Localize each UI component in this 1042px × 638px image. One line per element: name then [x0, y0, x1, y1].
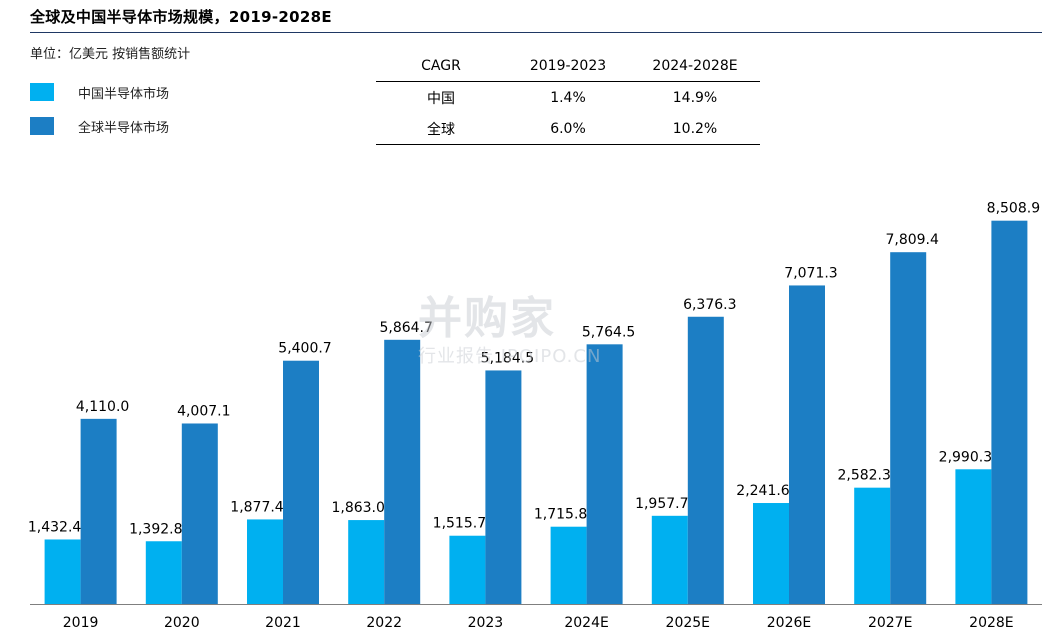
- bar-china-2028E: [955, 469, 992, 604]
- x-tick-label-2024E: 2024E: [564, 615, 608, 631]
- legend-item-global: 全球半导体市场: [30, 116, 169, 136]
- bar-china-2021: [247, 519, 283, 604]
- cagr-cell: 1.4%: [550, 89, 586, 106]
- chart-title: 全球及中国半导体市场规模，2019-2028E: [30, 8, 332, 26]
- cagr-header-period2: 2024-2028E: [652, 57, 738, 74]
- bar-china-2022: [348, 520, 385, 604]
- cagr-row-china: 中国 1.4% 14.9%: [376, 82, 760, 113]
- data-label-china-2019: 1,432.4: [28, 519, 82, 535]
- cagr-cell: 10.2%: [672, 120, 718, 137]
- bar-global-2023: [485, 370, 522, 604]
- data-label-china-2023: 1,515.7: [433, 516, 486, 532]
- data-label-china-2028E: 2,990.3: [939, 449, 992, 465]
- title-divider: [30, 32, 1042, 33]
- bar-global-2020: [181, 423, 218, 604]
- cagr-header-period1: 2019-2023: [529, 57, 607, 74]
- cagr-cell: 6.0%: [550, 120, 586, 137]
- x-tick-label-2019: 2019: [63, 615, 99, 631]
- cagr-row-label: 全球: [427, 121, 455, 138]
- cagr-table-header: CAGR 2019-2023 2024-2028E: [376, 50, 760, 82]
- data-label-global-2024E: 5,764.5: [582, 324, 635, 340]
- data-label-global-2028E: 8,508.9: [987, 201, 1040, 217]
- legend-item-china: 中国半导体市场: [30, 82, 169, 102]
- data-label-china-2025E: 1,957.7: [635, 496, 688, 512]
- bar-global-2024E: [586, 344, 623, 604]
- data-label-global-2026E: 7,071.3: [784, 265, 837, 281]
- x-tick-label-2020: 2020: [164, 615, 200, 631]
- data-label-china-2022: 1,863.0: [331, 500, 384, 516]
- x-tick-label-2023: 2023: [468, 615, 504, 631]
- data-label-china-2024E: 1,715.8: [534, 507, 587, 523]
- legend-label-china: 中国半导体市场: [78, 86, 170, 102]
- x-tick-label-2022: 2022: [366, 615, 402, 631]
- bar-global-2022: [384, 339, 421, 604]
- x-tick-label-2025E: 2025E: [666, 615, 710, 631]
- bar-global-2027E: [890, 252, 927, 604]
- bar-china-2024E: [550, 526, 587, 604]
- data-label-global-2021: 5,400.7: [278, 341, 331, 357]
- data-label-global-2023: 5,184.5: [481, 350, 534, 366]
- bar-china-2023: [449, 535, 486, 604]
- data-label-global-2022: 5,864.7: [379, 320, 432, 336]
- unit-note: 单位：亿美元 按销售额统计: [30, 47, 191, 62]
- legend-swatch-global: [30, 117, 54, 135]
- legend-swatch-china: [30, 83, 54, 101]
- data-label-global-2025E: 6,376.3: [683, 297, 736, 313]
- data-label-global-2027E: 7,809.4: [885, 232, 939, 248]
- data-label-china-2020: 1,392.8: [129, 521, 182, 537]
- bar-china-2020: [145, 541, 182, 604]
- data-label-china-2027E: 2,582.3: [837, 468, 890, 484]
- x-tick-label-2026E: 2026E: [767, 615, 811, 631]
- bar-global-2025E: [687, 316, 724, 604]
- bar-global-2026E: [789, 285, 825, 604]
- bar-china-2019: [44, 539, 81, 604]
- cagr-row-label: 中国: [427, 90, 455, 107]
- bar-global-2019: [80, 418, 117, 604]
- data-label-global-2019: 4,110.0: [76, 399, 129, 415]
- cagr-header-label: CAGR: [421, 57, 461, 74]
- x-tick-label-2027E: 2027E: [868, 615, 912, 631]
- cagr-cell: 14.9%: [672, 89, 718, 106]
- data-label-china-2026E: 2,241.6: [736, 483, 790, 499]
- bar-china-2026E: [753, 503, 789, 604]
- x-tick-label-2028E: 2028E: [969, 615, 1013, 631]
- bar-china-2025E: [651, 515, 688, 604]
- cagr-table: CAGR 2019-2023 2024-2028E 中国 1.4% 14.9% …: [376, 50, 760, 145]
- legend-label-global: 全球半导体市场: [78, 120, 170, 136]
- x-tick-label-2021: 2021: [265, 615, 301, 631]
- data-label-global-2020: 4,007.1: [177, 403, 230, 419]
- bar-global-2028E: [991, 220, 1028, 604]
- data-label-china-2021: 1,877.4: [230, 499, 284, 515]
- cagr-row-global: 全球 6.0% 10.2%: [376, 113, 760, 145]
- bar-global-2021: [283, 360, 319, 604]
- bar-china-2027E: [854, 487, 891, 604]
